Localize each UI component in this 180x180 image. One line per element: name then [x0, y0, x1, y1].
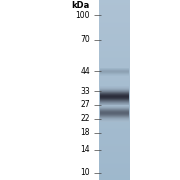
Text: 22: 22: [80, 114, 90, 123]
Text: 14: 14: [80, 145, 90, 154]
Text: 44: 44: [80, 67, 90, 76]
Text: 10: 10: [80, 168, 90, 177]
Text: 100: 100: [75, 11, 90, 20]
Text: 18: 18: [80, 128, 90, 137]
Text: kDa: kDa: [72, 1, 90, 10]
Text: 70: 70: [80, 35, 90, 44]
Text: 33: 33: [80, 87, 90, 96]
Text: 27: 27: [80, 100, 90, 109]
